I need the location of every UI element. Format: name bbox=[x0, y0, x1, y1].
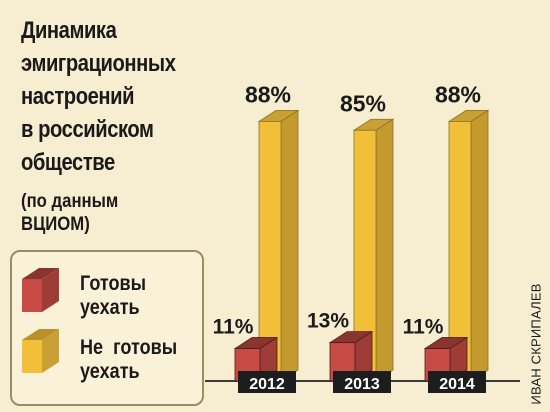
data-label-ready: 11% bbox=[403, 316, 444, 339]
subtitle-line: ВЦИОМ) bbox=[21, 214, 90, 235]
subtitle-line: (по данным bbox=[21, 191, 119, 212]
data-label-not-ready: 88% bbox=[435, 81, 481, 107]
legend-label-not-ready: Не готовы уехать bbox=[80, 336, 177, 384]
legend: Готовы уехать Не готовы уехать bbox=[10, 250, 204, 406]
legend-text: Готовы bbox=[80, 272, 147, 295]
title-line: обществе bbox=[21, 149, 115, 176]
title-line: Динамика bbox=[21, 17, 117, 44]
legend-text: уехать bbox=[80, 296, 140, 319]
data-label-ready: 11% bbox=[213, 316, 254, 339]
year-tag: 2013 bbox=[333, 371, 391, 393]
chart-subtitle: (по данным ВЦИОМ) bbox=[21, 190, 118, 236]
legend-text: Не готовы bbox=[80, 336, 178, 359]
year-tag: 2014 bbox=[428, 371, 486, 393]
x-tick-label: 2014 bbox=[439, 376, 475, 393]
credit-text: ИВАН СКРИПАЛЕВ bbox=[528, 283, 544, 405]
bar-not-ready bbox=[257, 109, 300, 382]
year-tag: 2012 bbox=[238, 371, 296, 393]
data-label-ready: 13% bbox=[307, 310, 349, 333]
legend-label-ready: Готовы уехать bbox=[80, 272, 146, 320]
x-tick-label: 2013 bbox=[344, 376, 380, 393]
legend-swatch-ready bbox=[22, 268, 59, 312]
legend-swatches bbox=[22, 268, 59, 373]
legend-swatch-not-ready bbox=[22, 329, 59, 373]
title-line: настроений bbox=[21, 83, 135, 110]
bar-not-ready bbox=[352, 118, 395, 382]
data-label-not-ready: 85% bbox=[340, 90, 386, 116]
legend-text: уехать bbox=[80, 360, 140, 383]
bar-not-ready bbox=[447, 109, 490, 382]
data-label-not-ready: 88% bbox=[245, 81, 291, 107]
chart-title: Динамика эмиграционных настроений в росс… bbox=[21, 14, 189, 179]
title-line: в российском bbox=[21, 116, 154, 143]
x-tick-label: 2012 bbox=[249, 376, 285, 393]
title-line: эмиграционных bbox=[21, 50, 176, 77]
photo-credit: ИВАН СКРИПАЛЕВ bbox=[527, 280, 545, 408]
